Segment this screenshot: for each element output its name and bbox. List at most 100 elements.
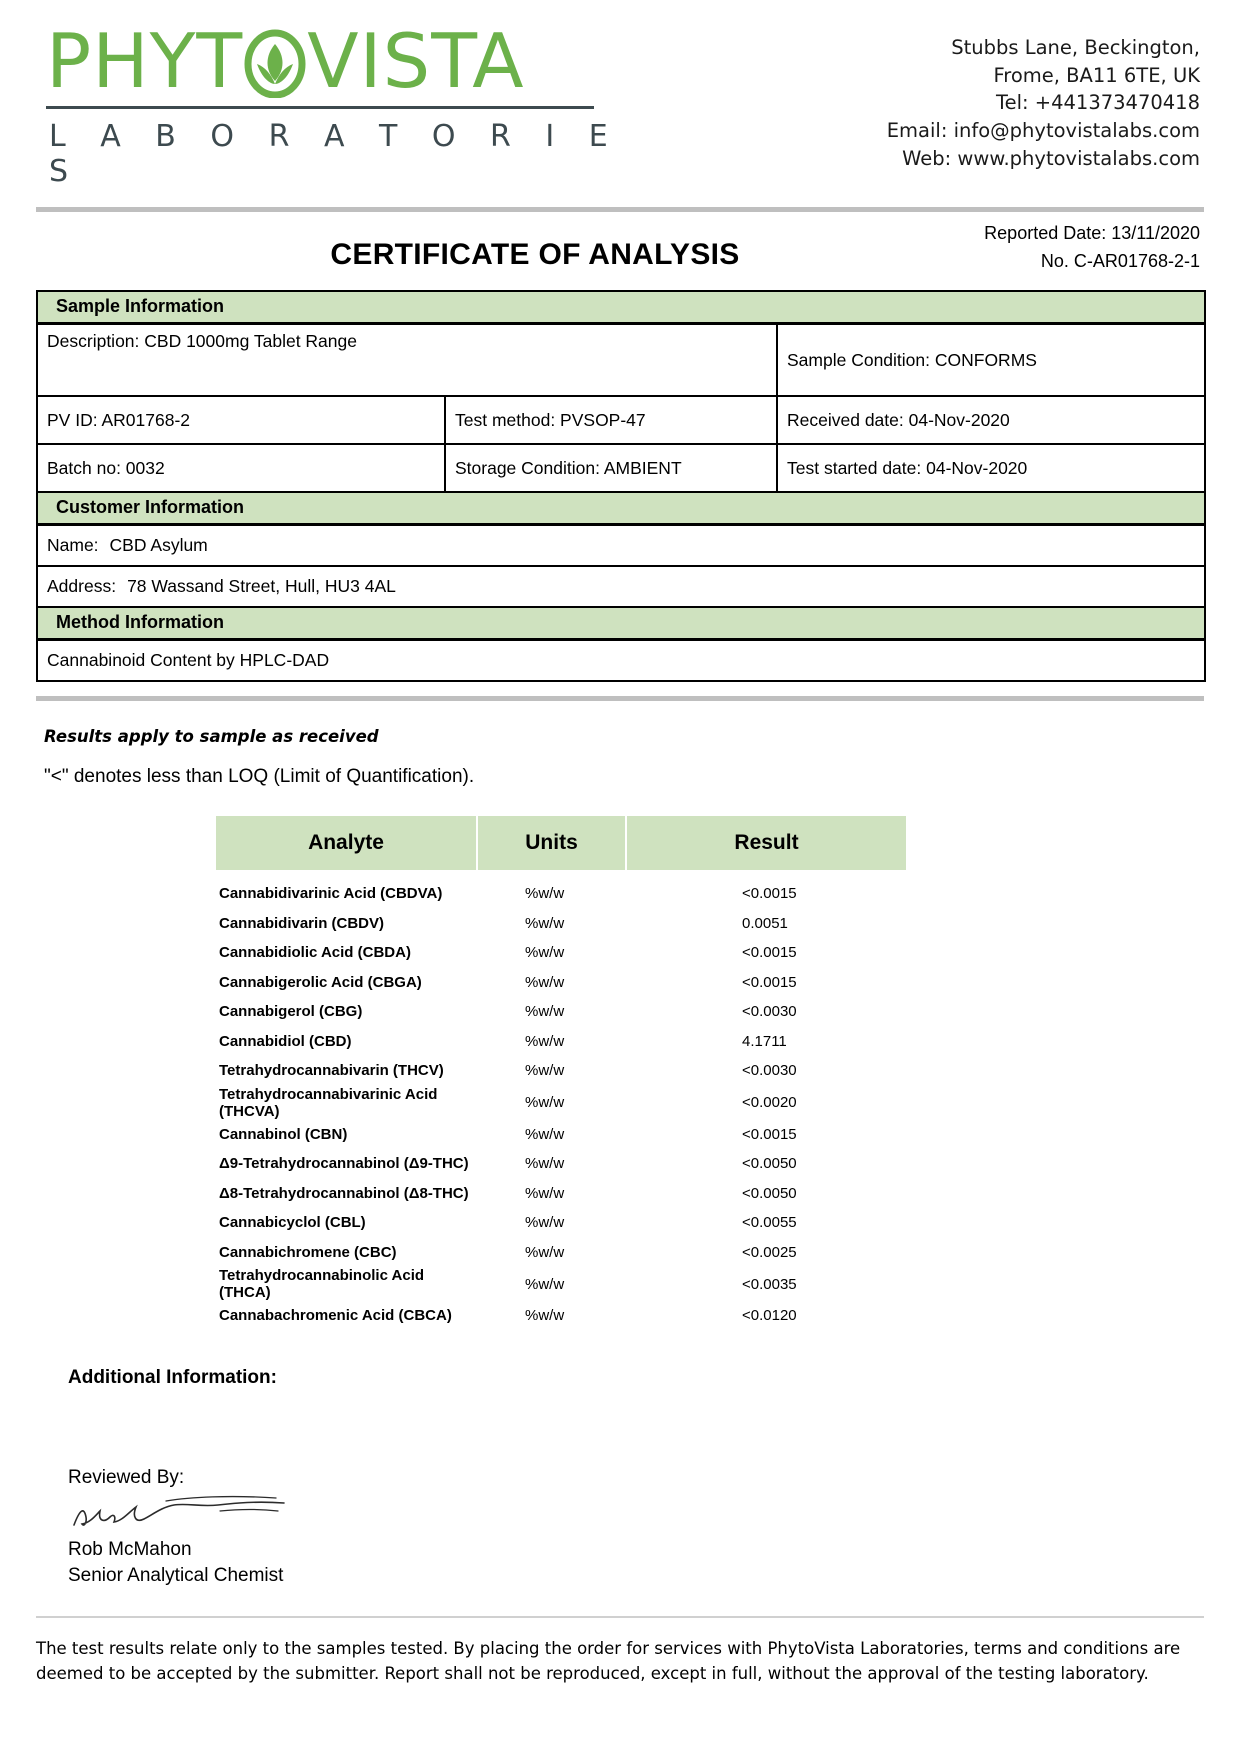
page-title: CERTIFICATE OF ANALYSIS (330, 238, 740, 271)
table-row: PV ID: AR01768-2 Test method: PVSOP-47 R… (36, 395, 1207, 445)
result-value: <0.0020 (742, 1094, 797, 1111)
page-footer: The test results relate only to the samp… (36, 1615, 1204, 1686)
table-row: Cannabidivarin (CBDV) %w/w 0.0051 (215, 909, 907, 939)
result-units: %w/w (525, 914, 565, 932)
results-body: Cannabidivarinic Acid (CBDVA) %w/w <0.0015… (215, 870, 907, 1331)
result-analyte: Cannabigerol (CBG) (219, 1003, 363, 1021)
leaf-icon (244, 26, 306, 99)
result-value: <0.0050 (742, 1155, 797, 1173)
test-started-date: Test started date: 04-Nov-2020 (775, 443, 1207, 493)
reviewed-by-label: Reviewed By: (68, 1466, 185, 1488)
result-analyte: Cannabinol (CBN) (219, 1125, 348, 1143)
result-analyte: Cannabicyclol (CBL) (219, 1214, 366, 1232)
table-row: Description: CBD 1000mg Tablet Range Sam… (36, 322, 1207, 397)
result-units: %w/w (525, 1184, 565, 1202)
customer-address-label: Address: (47, 576, 117, 596)
contact-email: Email: info@phytovistalabs.com (886, 119, 1200, 143)
result-units: %w/w (525, 1094, 565, 1111)
result-units: %w/w (525, 1032, 565, 1050)
result-units: %w/w (525, 1275, 565, 1293)
table-row: Name: CBD Asylum (35, 523, 1207, 567)
result-units: %w/w (525, 1062, 565, 1080)
result-analyte: Tetrahydrocannabivarin (THCV) (219, 1062, 444, 1080)
table-row: Cannabidiolic Acid (CBDA) %w/w <0.0015 (215, 938, 907, 968)
result-value: <0.0050 (742, 1184, 797, 1202)
note-results-apply: Results apply to sample as received (44, 727, 379, 746)
test-method: Test method: PVSOP-47 (444, 395, 778, 445)
table-row: Cannabigerolic Acid (CBGA) %w/w <0.0015 (215, 968, 907, 998)
signature-image (70, 1491, 330, 1537)
customer-address-value: 78 Wassand Street, Hull, HU3 4AL (127, 576, 396, 596)
table-row: Batch no: 0032 Storage Condition: AMBIEN… (36, 443, 1207, 493)
result-value: <0.0015 (742, 973, 797, 991)
customer-information-heading-row: Customer Information (35, 491, 1207, 526)
sample-information-heading-row: Sample Information (35, 290, 1207, 325)
table-row: Tetrahydrocannabivarinic Acid (THCVA) %w/… (215, 1086, 907, 1120)
customer-name-value: CBD Asylum (109, 535, 208, 555)
contact-address-line2: Frome, BA11 6TE, UK (993, 63, 1200, 87)
header-divider (36, 207, 1204, 212)
result-value: <0.0035 (742, 1275, 797, 1293)
result-units: %w/w (525, 1125, 565, 1143)
result-units: %w/w (525, 1155, 565, 1173)
result-analyte: Tetrahydrocannabinolic Acid (THCA) (219, 1267, 425, 1301)
received-date: Received date: 04-Nov-2020 (775, 395, 1207, 445)
logo-text-part1: PHYT (46, 17, 244, 106)
contact-phone: Tel: +441373470418 (996, 91, 1200, 115)
table-row: Cannabinoid Content by HPLC-DAD (35, 638, 1207, 682)
result-value: <0.0030 (742, 1003, 797, 1021)
results-header-row: Analyte Units Result (214, 816, 908, 870)
sample-description: Description: CBD 1000mg Tablet Range (36, 322, 778, 397)
storage-condition: Storage Condition: AMBIENT (444, 443, 778, 493)
note-loq: "<" denotes less than LOQ (Limit of Quan… (44, 766, 475, 787)
result-analyte: Cannabigerolic Acid (CBGA) (219, 973, 422, 991)
table-row: Cannabicyclol (CBL) %w/w <0.0055 (215, 1208, 907, 1238)
sample-information-heading: Sample Information (35, 290, 1207, 325)
table-row: Δ9-Tetrahydrocannabinol (Δ9-THC) %w/w <0.0… (215, 1149, 907, 1179)
column-header-result: Result (625, 816, 908, 870)
result-analyte: Cannabachromenic Acid (CBCA) (219, 1307, 452, 1325)
contact-block: Stubbs Lane, Beckington, Frome, BA11 6TE… (887, 26, 1204, 172)
logo-subtitle: L A B O R A T O R I E S (49, 119, 621, 189)
contact-address-line1: Stubbs Lane, Beckington, (951, 36, 1200, 59)
title-row: CERTIFICATE OF ANALYSIS Reported Date: 1… (36, 212, 1204, 290)
result-analyte: Cannabidiolic Acid (CBDA) (219, 944, 411, 962)
table-row: Tetrahydrocannabinolic Acid (THCA) %w/w <0… (215, 1267, 907, 1301)
notes-block: Results apply to sample as received "<" … (36, 727, 1204, 788)
result-analyte: Cannabidivarin (CBDV) (219, 914, 385, 932)
document-meta: Reported Date: 13/11/2020 No. C-AR01768-… (984, 220, 1200, 276)
result-units: %w/w (525, 973, 565, 991)
table-row: Cannabigerol (CBG) %w/w <0.0030 (215, 997, 907, 1027)
pv-id: PV ID: AR01768-2 (36, 395, 446, 445)
reviewer-name: Rob McMahon (68, 1538, 192, 1560)
result-analyte: Tetrahydrocannabivarinic Acid (THCVA) (219, 1085, 438, 1120)
table-row: Cannabinol (CBN) %w/w <0.0015 (215, 1120, 907, 1150)
result-units: %w/w (525, 885, 565, 903)
result-units: %w/w (525, 1003, 565, 1021)
sample-information-table: Sample Information Description: CBD 1000… (35, 290, 1207, 682)
results-section: Analyte Units Result Cannabidivarinic Ac… (36, 816, 1204, 1331)
customer-name-cell: Name: CBD Asylum (35, 523, 1207, 567)
signature-block: Reviewed By: Rob McMahon Senior Analytic… (36, 1467, 1204, 1587)
table-row: Δ8-Tetrahydrocannabinol (Δ8-THC) %w/w <0.0… (215, 1179, 907, 1209)
results-table: Analyte Units Result Cannabidivarinic Ac… (214, 816, 908, 1331)
company-logo: PHYT VISTA L A B O R A T O R I E S (36, 17, 646, 189)
customer-address-cell: Address: 78 Wassand Street, Hull, HU3 4AL (35, 565, 1207, 608)
column-header-units: Units (476, 816, 627, 870)
table-row: Address: 78 Wassand Street, Hull, HU3 4AL (35, 565, 1207, 608)
batch-no: Batch no: 0032 (36, 443, 446, 493)
method-information-heading-row: Method Information (35, 606, 1207, 641)
footer-disclaimer-line2: deemed to be accepted by the submitter. … (36, 1663, 1149, 1683)
result-value: <0.0055 (742, 1214, 797, 1232)
reported-date: Reported Date: 13/11/2020 (984, 223, 1200, 243)
table-row: Tetrahydrocannabivarin (THCV) %w/w <0.0030 (215, 1056, 907, 1086)
result-value: <0.0030 (742, 1062, 797, 1080)
footer-disclaimer-line1: The test results relate only to the samp… (36, 1638, 1181, 1658)
result-units: %w/w (525, 944, 565, 962)
section-divider (36, 696, 1204, 701)
result-analyte: Δ8-Tetrahydrocannabinol (Δ8-THC) (219, 1184, 469, 1202)
table-row: Cannabichromene (CBC) %w/w <0.0025 (215, 1238, 907, 1268)
customer-name-label: Name: (47, 535, 99, 555)
result-units: %w/w (525, 1214, 565, 1232)
